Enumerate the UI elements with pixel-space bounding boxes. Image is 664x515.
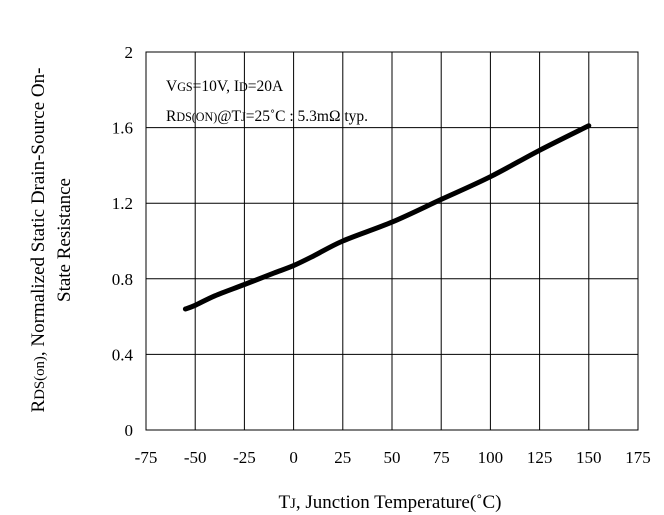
y-tick-label: 0.8 xyxy=(112,270,133,289)
series-layer xyxy=(182,123,592,312)
y-axis-title: RDS(on), Normalized Static Drain-Source … xyxy=(28,68,75,413)
y-axis-title-line-2: State Resistance xyxy=(54,178,75,302)
x-tick-label: 75 xyxy=(433,448,450,467)
y-tick-label: 1.2 xyxy=(112,194,133,213)
data-point xyxy=(391,221,393,223)
plot-area-frame xyxy=(145,51,639,431)
data-point xyxy=(184,308,186,310)
data-point xyxy=(440,198,442,201)
x-tick-label: 25 xyxy=(334,448,351,467)
y-tick-label: 0.4 xyxy=(112,345,134,364)
data-point xyxy=(243,283,245,286)
y-tick-label: 1.6 xyxy=(112,119,133,138)
data-point xyxy=(312,255,314,257)
data-point xyxy=(214,295,216,297)
x-tick-label: 150 xyxy=(576,448,602,467)
data-point xyxy=(489,176,491,178)
data-point xyxy=(293,264,295,267)
tick-labels: -75 -50 -25 0 25 50 75 100 125 150 175 0 0.4 0.8 1.2 1.… xyxy=(112,43,651,467)
x-axis-title: TJ, Junction Temperature(˚C) xyxy=(278,492,501,513)
data-point xyxy=(342,240,344,242)
series-line xyxy=(182,123,592,312)
data-point xyxy=(273,272,275,274)
x-tick-label: 175 xyxy=(625,448,651,467)
y-tick-label: 2 xyxy=(125,43,134,62)
y-tick-label: 0 xyxy=(125,421,134,440)
annotation-line-1: VGS=10V, ID=20A xyxy=(166,78,284,95)
y-axis-title-line-1: RDS(on), Normalized Static Drain-Source … xyxy=(28,68,49,413)
x-tick-label: -25 xyxy=(233,448,256,467)
data-point xyxy=(539,149,541,151)
x-tick-label: -75 xyxy=(135,448,158,467)
x-tick-label: 0 xyxy=(289,448,298,467)
x-tick-label: -50 xyxy=(184,448,207,467)
data-point xyxy=(588,125,590,127)
x-tick-label: 100 xyxy=(478,448,504,467)
grid xyxy=(146,52,638,430)
x-tick-label: 50 xyxy=(384,448,401,467)
data-point xyxy=(194,304,196,306)
x-tick-label: 125 xyxy=(527,448,553,467)
annotation-line-2: RDS(ON)@TJ=25˚C : 5.3mΩ typ. xyxy=(166,108,368,125)
